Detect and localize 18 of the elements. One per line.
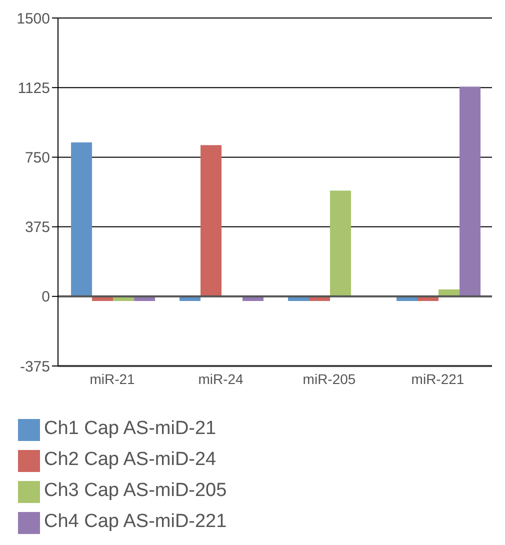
bar	[460, 86, 481, 296]
legend-label: Ch3 Cap AS-miD-205	[44, 480, 227, 501]
y-tick-label: 1500	[16, 10, 50, 28]
legend-label: Ch4 Cap AS-miD-221	[44, 511, 227, 532]
y-tick-label: 1125	[18, 80, 50, 97]
bar	[330, 190, 352, 296]
y-tick-label: -375	[20, 358, 50, 376]
y-tick-label: 750	[24, 150, 50, 167]
legend-label: Ch1 Cap AS-miD-21	[44, 418, 216, 439]
bar	[200, 145, 222, 296]
x-tick-label: miR-221	[411, 370, 464, 387]
y-tick-label: 0	[42, 288, 50, 306]
x-tick-label: miR-24	[198, 370, 244, 387]
y-tick-label: 375	[24, 219, 50, 236]
bar	[71, 142, 92, 296]
x-tick-label: miR-21	[90, 370, 136, 387]
legend-label: Ch2 Cap AS-miD-24	[44, 449, 216, 470]
x-tick-label: miR-205	[302, 370, 356, 387]
